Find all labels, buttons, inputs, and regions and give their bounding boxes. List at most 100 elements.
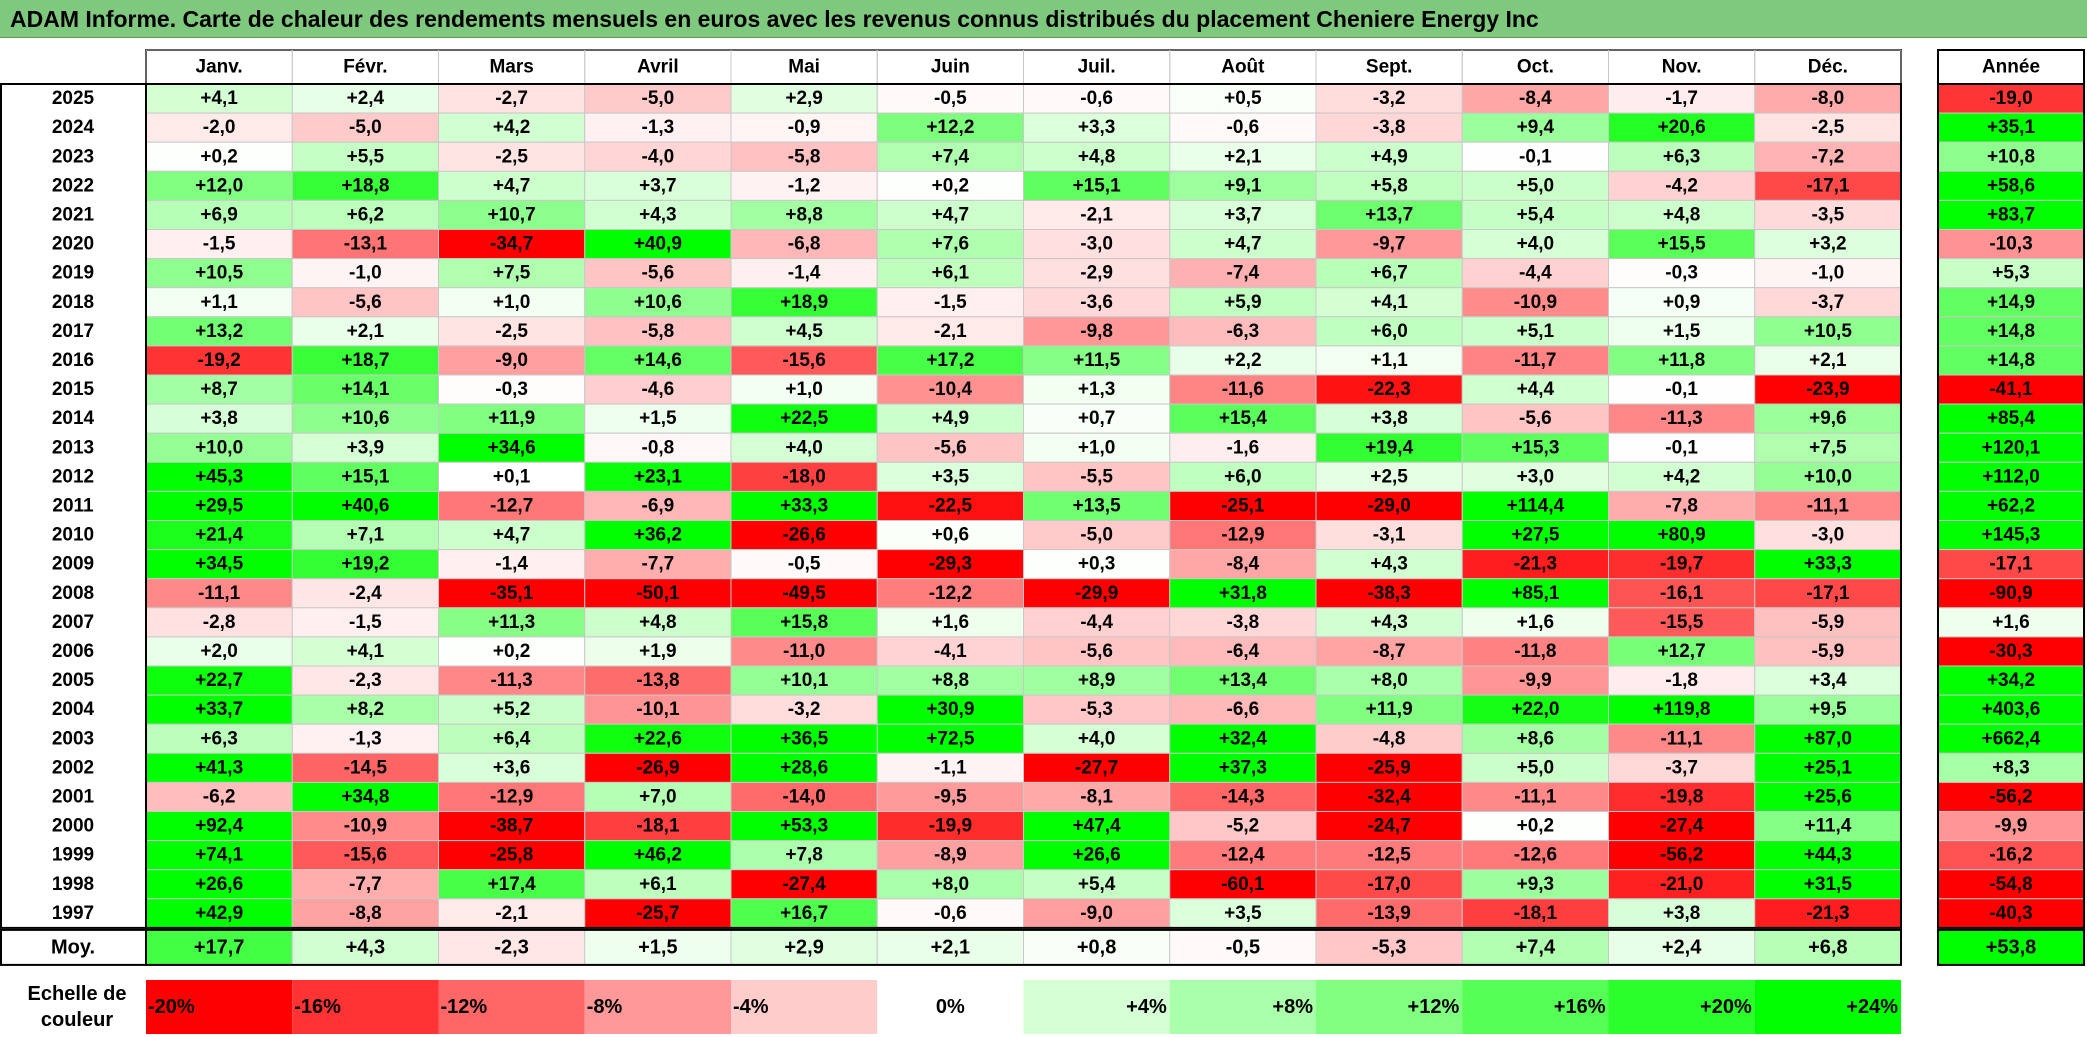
cell-value: -1,5 xyxy=(934,292,967,313)
annual-value: -17,1 xyxy=(1989,554,2033,575)
avg-cell xyxy=(730,929,878,966)
cell-value: +4,8 xyxy=(1078,146,1116,167)
heatmap-cell xyxy=(1023,665,1171,696)
heatmap-cell xyxy=(1754,840,1902,871)
cell-value: -29,3 xyxy=(929,554,972,575)
heatmap-cell xyxy=(438,170,586,201)
heatmap-cell xyxy=(1315,490,1463,521)
cell-value: +3,3 xyxy=(1078,117,1116,138)
cell-value: -38,3 xyxy=(1367,583,1410,604)
annual-value: +14,9 xyxy=(1987,292,2035,313)
cell-value: +18,7 xyxy=(341,350,389,371)
cell-value: +11,9 xyxy=(488,408,535,429)
month-header-label: Juil. xyxy=(1078,57,1116,78)
cell-value: +7,8 xyxy=(785,845,823,866)
cell-value: +8,0 xyxy=(932,874,970,895)
month-header-label: Août xyxy=(1221,57,1265,78)
heatmap-cell xyxy=(876,199,1024,230)
cell-value: +15,3 xyxy=(1511,437,1559,458)
cell-value: +8,0 xyxy=(1370,670,1408,691)
cell-value: +1,0 xyxy=(493,292,531,313)
heatmap-cell xyxy=(1608,170,1756,201)
heatmap-cell xyxy=(438,578,586,609)
annual-cell xyxy=(1937,752,2085,783)
cell-value: -4,1 xyxy=(934,641,967,662)
cell-value: +53,3 xyxy=(780,816,828,837)
avg-cell xyxy=(291,929,439,966)
cell-value: -11,1 xyxy=(1514,786,1557,807)
heatmap-cell xyxy=(1754,578,1902,609)
title-bar: ADAM Informe. Carte de chaleur des rende… xyxy=(0,0,2087,38)
heatmap-cell xyxy=(1461,781,1609,813)
cell-value: +3,0 xyxy=(1517,466,1555,487)
annual-value: -30,3 xyxy=(1989,641,2032,662)
cell-value: +10,0 xyxy=(195,437,243,458)
annual-value: +34,2 xyxy=(1987,670,2035,691)
heatmap-cell xyxy=(1608,229,1756,260)
heatmap-cell xyxy=(876,403,1024,434)
annual-value: -56,2 xyxy=(1989,786,2032,807)
annual-value: +58,6 xyxy=(1987,175,2035,196)
cell-value: +25,6 xyxy=(1804,786,1852,807)
cell-value: +9,4 xyxy=(1517,117,1555,138)
heatmap-cell xyxy=(1461,83,1609,114)
cell-value: +36,5 xyxy=(780,728,829,749)
cell-value: +92,4 xyxy=(195,816,244,837)
cell-value: -2,1 xyxy=(495,903,528,924)
year-label: 2023 xyxy=(52,146,94,167)
cell-value: -1,5 xyxy=(203,234,236,255)
year-label: 1997 xyxy=(52,903,94,924)
heatmap-cell xyxy=(1169,229,1317,260)
cell-value: -0,3 xyxy=(495,379,528,400)
heatmap-cell xyxy=(438,490,586,521)
heatmap-cell xyxy=(584,316,732,347)
heatmap-cell xyxy=(1023,520,1171,551)
cell-value: -7,7 xyxy=(349,874,382,895)
year-label: 2018 xyxy=(52,292,94,313)
cell-value: -1,0 xyxy=(1812,263,1845,284)
heatmap-cell xyxy=(291,723,439,754)
heatmap-cell xyxy=(1315,694,1463,725)
cell-value: +72,5 xyxy=(926,728,975,749)
heatmap-cell xyxy=(876,898,1024,929)
avg-value: +0,8 xyxy=(1077,936,1116,958)
cell-value: +32,4 xyxy=(1219,728,1268,749)
cell-value: +1,1 xyxy=(1370,350,1408,371)
annual-header-label: Année xyxy=(1982,57,2040,78)
heatmap-cell xyxy=(1023,636,1171,667)
cell-value: -32,4 xyxy=(1367,786,1411,807)
annual-cell xyxy=(1937,141,2085,172)
cell-value: +7,5 xyxy=(493,263,531,284)
cell-value: -29,0 xyxy=(1367,495,1410,516)
cell-value: +1,9 xyxy=(639,641,677,662)
heatmap-cell xyxy=(438,258,586,289)
avg-cell xyxy=(1169,929,1317,966)
cell-value: -5,6 xyxy=(349,292,382,313)
year-label: 2021 xyxy=(52,204,95,225)
cell-value: -16,1 xyxy=(1660,583,1704,604)
cell-value: -12,7 xyxy=(490,495,533,516)
heatmap-cell xyxy=(438,287,586,318)
heatmap-cell xyxy=(1461,840,1609,871)
cell-value: +5,4 xyxy=(1078,874,1116,895)
cell-value: +20,6 xyxy=(1658,117,1706,138)
cell-value: -3,7 xyxy=(1812,292,1845,313)
month-header-label: Avril xyxy=(637,57,679,78)
heatmap-cell xyxy=(1169,112,1317,143)
cell-value: +8,8 xyxy=(932,670,970,691)
cell-value: +0,2 xyxy=(200,146,238,167)
legend-swatch xyxy=(438,980,585,1034)
annual-cell xyxy=(1937,112,2085,143)
annual-value: +112,0 xyxy=(1982,466,2040,487)
cell-value: +4,0 xyxy=(785,437,823,458)
heatmap-cell xyxy=(1023,374,1171,405)
heatmap-cell xyxy=(1461,258,1609,289)
heatmap-cell xyxy=(291,694,439,725)
cell-value: +4,9 xyxy=(1370,146,1408,167)
cell-value: +6,4 xyxy=(493,728,531,749)
annual-value: -16,2 xyxy=(1989,845,2032,866)
legend-swatch xyxy=(1754,980,1901,1034)
legend-label: +16% xyxy=(1554,996,1606,1018)
cell-value: -12,9 xyxy=(490,786,533,807)
heatmap-cell xyxy=(1754,811,1902,842)
